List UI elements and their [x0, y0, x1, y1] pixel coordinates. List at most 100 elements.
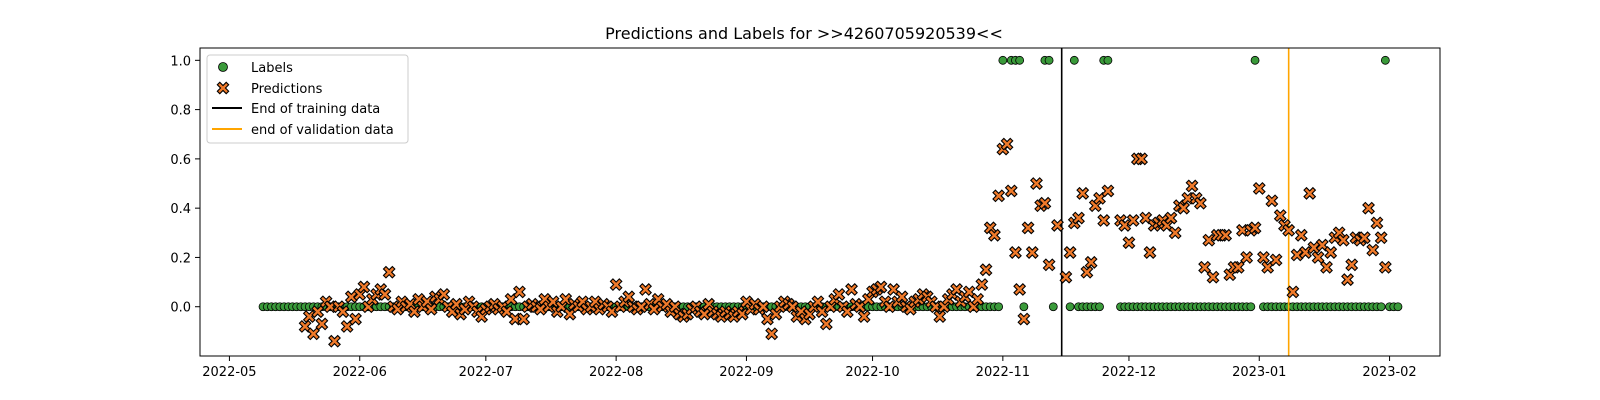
prediction-point: [513, 285, 526, 299]
prediction-point: [1101, 184, 1115, 198]
prediction-point: [634, 300, 648, 314]
prediction-point: [1206, 270, 1220, 284]
prediction-point: [832, 287, 846, 301]
prediction-point: [1193, 196, 1207, 210]
prediction-point: [1009, 246, 1022, 259]
prediction-point: [1181, 191, 1195, 205]
prediction-point: [1345, 258, 1359, 272]
prediction-point: [1357, 231, 1371, 245]
prediction-point: [853, 300, 867, 314]
prediction-point: [420, 295, 434, 309]
label-point: [1103, 55, 1113, 65]
prediction-point: [933, 310, 947, 324]
prediction-point: [1177, 201, 1191, 215]
prediction-point: [298, 319, 312, 333]
prediction-point: [874, 280, 888, 294]
legend-circle-marker: [218, 62, 228, 72]
prediction-point: [407, 305, 421, 319]
x-tick-label: 2022-05: [202, 365, 256, 380]
prediction-point: [1198, 260, 1212, 274]
prediction-point: [1122, 236, 1136, 250]
prediction-point: [1093, 191, 1106, 205]
prediction-point: [647, 302, 661, 316]
prediction-point: [1273, 209, 1287, 223]
legend-label-predictions: Predictions: [251, 82, 323, 97]
legend-label-validation: end of validation data: [251, 123, 394, 138]
prediction-point: [1004, 184, 1018, 198]
prediction-point: [1315, 238, 1329, 252]
reference-lines: [1060, 48, 1290, 356]
prediction-point: [1282, 223, 1296, 237]
prediction-point: [1059, 270, 1073, 284]
x-tick-label: 2023-01: [1232, 365, 1286, 380]
prediction-point: [1076, 186, 1090, 200]
prediction-point: [1366, 243, 1380, 257]
x-tick-label: 2022-11: [976, 365, 1030, 380]
prediction-point: [1299, 246, 1312, 259]
label-point: [1065, 302, 1075, 312]
prediction-point: [786, 300, 800, 314]
prediction-point: [1072, 211, 1085, 225]
prediction-point: [559, 292, 573, 306]
legend-box: [206, 54, 409, 144]
prediction-point: [1017, 312, 1031, 326]
prediction-point: [1135, 152, 1149, 166]
prediction-point: [315, 317, 329, 331]
label-point: [1246, 302, 1256, 312]
prediction-point: [534, 302, 547, 316]
prediction-point: [1139, 211, 1153, 225]
prediction-point: [349, 312, 362, 326]
prediction-point: [1370, 216, 1384, 230]
y-tick-label: 1.0: [170, 54, 191, 69]
prediction-point: [811, 295, 825, 309]
prediction-point: [971, 292, 985, 306]
prediction-point: [697, 307, 711, 321]
legend-x-marker: [216, 81, 230, 95]
prediction-point: [1374, 231, 1388, 245]
prediction-point: [1126, 214, 1140, 227]
prediction-point: [845, 283, 858, 296]
predictions-series: [298, 137, 1392, 348]
legend-label-training: End of training data: [251, 102, 380, 117]
prediction-point: [882, 300, 896, 314]
prediction-point: [437, 287, 451, 301]
prediction-point: [1168, 226, 1182, 240]
label-point: [1048, 302, 1058, 312]
prediction-point: [639, 283, 653, 296]
label-point: [1250, 55, 1260, 65]
label-point: [1393, 302, 1403, 312]
prediction-point: [962, 285, 976, 299]
prediction-point: [950, 283, 964, 296]
legend-label-marker: [218, 62, 228, 72]
legend: Labels Predictions End of training data …: [206, 54, 409, 144]
prediction-point: [857, 310, 871, 324]
prediction-point: [500, 305, 514, 319]
prediction-point: [336, 305, 350, 319]
prediction-point: [328, 334, 341, 348]
legend-label-labels: Labels: [251, 61, 293, 76]
prediction-point: [1336, 233, 1350, 247]
prediction-point: [1240, 250, 1254, 264]
x-tick-label: 2022-06: [333, 365, 387, 380]
prediction-point: [311, 305, 325, 319]
prediction-point: [323, 300, 337, 314]
prediction-point: [1000, 137, 1014, 151]
prediction-point: [1307, 241, 1321, 255]
prediction-point: [1286, 285, 1300, 299]
prediction-point: [975, 278, 989, 291]
prediction-point: [1252, 181, 1266, 195]
x-tick-label: 2022-07: [459, 365, 513, 380]
prediction-point: [1269, 253, 1283, 267]
prediction-point: [1097, 214, 1111, 227]
prediction-point: [508, 312, 522, 326]
prediction-point: [1025, 246, 1039, 259]
x-tick-label: 2022-09: [719, 365, 773, 380]
legend-prediction-marker: [216, 81, 230, 95]
prediction-point: [1063, 246, 1077, 259]
prediction-point: [449, 297, 463, 311]
prediction-point: [357, 280, 371, 294]
prediction-point: [929, 300, 943, 314]
y-tick-label: 0.2: [170, 251, 191, 266]
prediction-point: [546, 295, 560, 309]
prediction-point: [1290, 248, 1304, 262]
